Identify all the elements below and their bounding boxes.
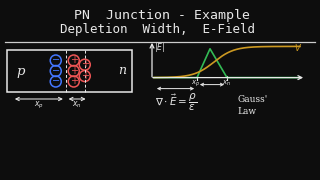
- Text: $|E|$: $|E|$: [154, 41, 165, 54]
- Text: −: −: [52, 76, 60, 86]
- Text: $V$: $V$: [294, 42, 302, 53]
- Text: Gauss': Gauss': [237, 96, 267, 105]
- Text: Depletion  Width,  E-Field: Depletion Width, E-Field: [60, 24, 255, 37]
- Text: PN  Junction - Example: PN Junction - Example: [74, 10, 250, 22]
- Text: +: +: [70, 55, 78, 65]
- Text: +: +: [70, 66, 78, 76]
- Text: $x_p$: $x_p$: [191, 78, 201, 89]
- Text: $x_p$: $x_p$: [34, 99, 44, 111]
- Bar: [7, 50, 132, 92]
- Text: −: −: [52, 55, 60, 65]
- Text: $\nabla \cdot \vec{E} = \dfrac{\rho}{\varepsilon}$: $\nabla \cdot \vec{E} = \dfrac{\rho}{\va…: [155, 91, 197, 113]
- Text: −: −: [52, 66, 60, 76]
- Text: p: p: [17, 64, 25, 78]
- Text: $x_n$: $x_n$: [222, 79, 232, 88]
- Text: Law: Law: [237, 107, 256, 116]
- Text: n: n: [118, 64, 126, 78]
- Text: +: +: [81, 71, 89, 81]
- Text: +: +: [81, 59, 89, 69]
- Text: $x_n$: $x_n$: [72, 100, 82, 110]
- Text: +: +: [70, 76, 78, 86]
